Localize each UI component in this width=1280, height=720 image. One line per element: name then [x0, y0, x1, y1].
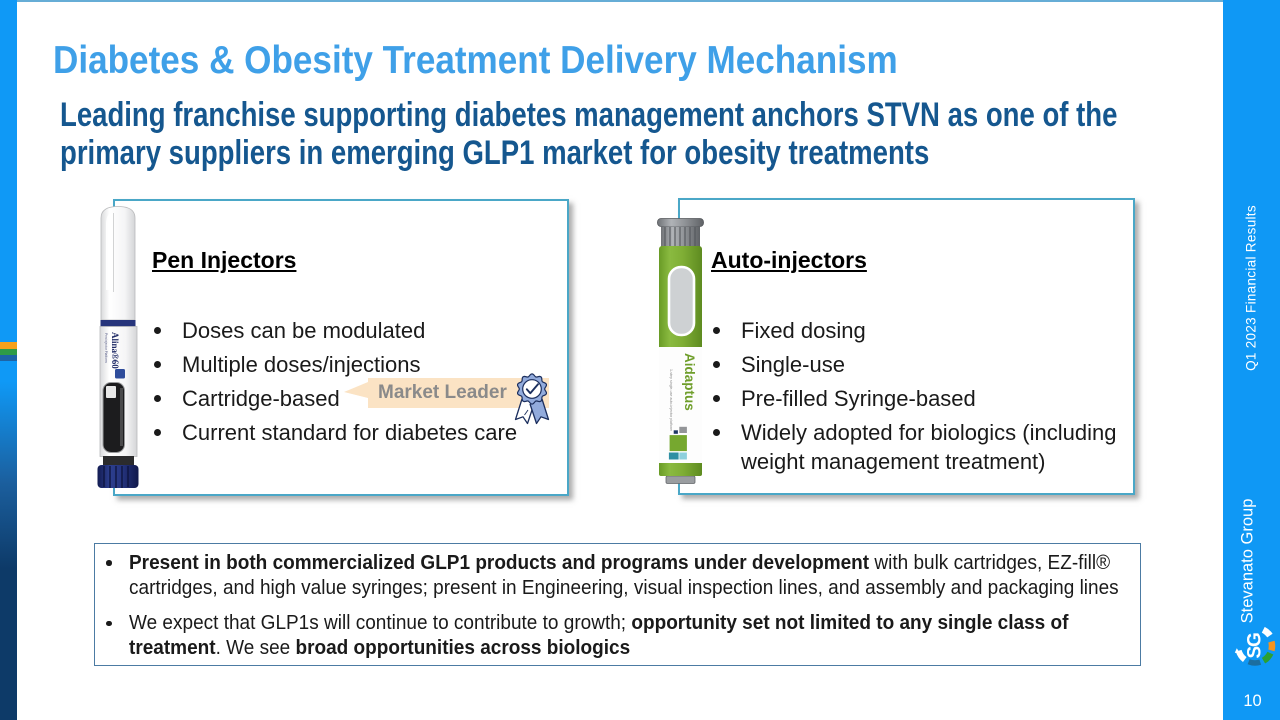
- svg-text:Aidaptus: Aidaptus: [682, 353, 697, 411]
- svg-text:SG: SG: [1245, 633, 1266, 658]
- svg-text:1-step single-use auto-injecto: 1-step single-use auto-injector platform: [669, 369, 673, 431]
- svg-text:Pen injector Platform: Pen injector Platform: [104, 333, 108, 363]
- svg-text:Alina®60: Alina®60: [110, 332, 120, 369]
